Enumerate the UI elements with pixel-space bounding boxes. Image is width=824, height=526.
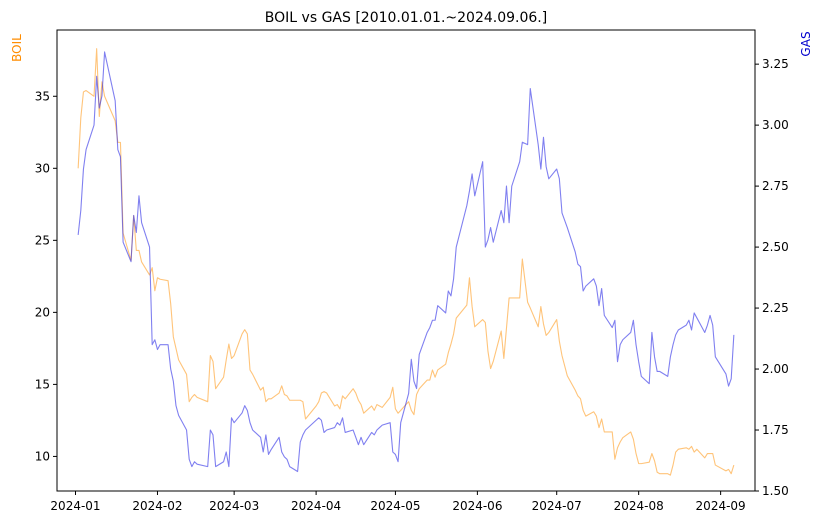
- y-left-tick-label: 20: [35, 305, 50, 319]
- y-right-tick-label: 1.75: [762, 423, 789, 437]
- y-left-tick-label: 35: [35, 89, 50, 103]
- x-tick-label: 2024-05: [370, 499, 420, 513]
- axis-layer: 2024-01 2024-02 2024-03 2024-04 2024-05 2024-…: [35, 57, 789, 513]
- x-tick-label: 2024-06: [452, 499, 502, 513]
- x-tick-label: 2024-04: [291, 499, 341, 513]
- y-right-tick-label: 3.25: [762, 57, 789, 71]
- series-line-gas: [77, 51, 735, 473]
- y-right-tick-label: 3.00: [762, 118, 789, 132]
- y-left-tick-label: 25: [35, 233, 50, 247]
- y-right-tick-label: 2.00: [762, 362, 789, 376]
- plot-frame: [56, 29, 756, 492]
- x-tick-label: 2024-01: [50, 499, 100, 513]
- y-axis-right-label: GAS: [799, 31, 813, 56]
- y-right-tick-label: 1.50: [762, 484, 789, 498]
- y-left-tick-label: 30: [35, 161, 50, 175]
- y-left-tick-label: 10: [35, 449, 50, 463]
- x-tick-label: 2024-07: [532, 499, 582, 513]
- x-tick-label: 2024-09: [696, 499, 746, 513]
- x-tick-label: 2024-03: [209, 499, 259, 513]
- y-left-tick-label: 15: [35, 377, 50, 391]
- x-tick-label: 2024-08: [614, 499, 664, 513]
- y-right-tick-label: 2.25: [762, 301, 789, 315]
- x-tick-label: 2024-02: [132, 499, 182, 513]
- y-axis-left-label: BOIL: [10, 34, 24, 62]
- y-right-tick-label: 2.75: [762, 179, 789, 193]
- y-right-tick-label: 2.50: [762, 240, 789, 254]
- series-layer: [77, 48, 735, 476]
- chart-title: BOIL vs GAS [2010.01.01.~2024.09.06.]: [265, 10, 547, 26]
